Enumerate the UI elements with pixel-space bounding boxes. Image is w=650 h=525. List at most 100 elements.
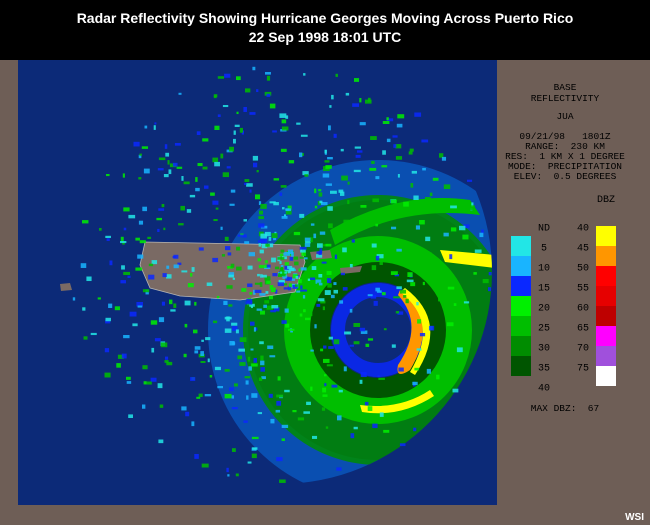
echo <box>275 266 280 270</box>
echo <box>283 252 291 256</box>
echo <box>164 360 169 363</box>
echo <box>316 303 321 307</box>
subtitle: 22 Sep 1998 18:01 UTC <box>249 29 402 45</box>
echo <box>335 73 338 77</box>
echo <box>262 274 267 278</box>
echo <box>181 406 187 411</box>
echo <box>180 205 185 211</box>
echo <box>233 130 236 135</box>
echo <box>226 285 233 289</box>
echo <box>373 300 378 306</box>
echo <box>105 319 111 324</box>
echo <box>224 236 229 241</box>
echo <box>376 254 384 259</box>
echo <box>236 111 239 115</box>
echo <box>279 261 282 265</box>
echo <box>269 355 276 358</box>
echo <box>141 146 149 149</box>
echo <box>289 256 294 261</box>
echo <box>142 365 148 370</box>
echo <box>248 366 252 371</box>
echo <box>220 153 224 159</box>
echo <box>390 199 397 204</box>
echo <box>411 170 417 174</box>
echo <box>247 461 252 464</box>
echo <box>360 330 368 334</box>
echo <box>267 345 274 350</box>
echo <box>256 170 259 173</box>
echo <box>281 438 285 442</box>
echo <box>338 389 343 393</box>
echo <box>246 298 253 304</box>
echo <box>177 262 182 266</box>
max-dbz: MAX DBZ: 67 <box>531 403 599 414</box>
echo <box>243 107 247 112</box>
echo <box>318 192 323 197</box>
echo <box>327 386 331 391</box>
echo <box>333 282 337 286</box>
echo <box>304 281 307 285</box>
echo <box>231 407 238 410</box>
echo <box>298 268 301 272</box>
echo <box>347 200 350 205</box>
echo <box>412 381 418 386</box>
echo <box>105 317 111 322</box>
echo <box>266 305 273 310</box>
legend-swatch <box>596 226 616 246</box>
echo <box>264 231 271 237</box>
echo <box>333 133 337 138</box>
echo <box>467 179 473 182</box>
echo <box>292 285 298 289</box>
echo <box>382 121 390 124</box>
echo <box>200 351 204 357</box>
echo <box>120 241 127 244</box>
echo <box>150 377 157 382</box>
echo <box>313 233 317 239</box>
echo <box>142 289 150 293</box>
echo <box>97 297 101 300</box>
echo <box>344 331 352 335</box>
echo <box>250 321 255 326</box>
echo <box>292 274 298 279</box>
echo <box>161 204 165 208</box>
echo <box>395 156 403 160</box>
echo <box>453 303 457 306</box>
station: JUA <box>556 111 573 122</box>
echo <box>299 152 303 158</box>
echo <box>266 93 271 97</box>
legend-swatch <box>511 296 531 316</box>
echo <box>304 237 311 242</box>
echo <box>325 183 332 186</box>
echo <box>212 257 219 263</box>
echo <box>281 256 287 260</box>
echo <box>173 303 177 308</box>
echo <box>259 282 263 287</box>
echo <box>285 323 290 328</box>
echo <box>244 241 250 244</box>
echo <box>306 312 313 317</box>
echo <box>137 305 143 308</box>
echo <box>474 249 482 253</box>
echo <box>184 300 191 306</box>
echo <box>268 237 272 241</box>
echo <box>282 207 285 210</box>
echo <box>425 236 431 242</box>
echo <box>318 189 322 192</box>
echo <box>181 176 184 181</box>
echo <box>268 393 273 398</box>
legend-swatch <box>596 326 616 346</box>
echo <box>236 266 242 271</box>
echo <box>416 348 422 351</box>
echo <box>228 272 235 277</box>
echo <box>345 92 350 96</box>
echo <box>312 435 318 439</box>
echo <box>260 355 264 361</box>
echo <box>469 205 475 211</box>
echo <box>259 293 266 296</box>
echo <box>109 260 113 266</box>
echo <box>342 287 348 291</box>
echo <box>304 257 308 260</box>
echo <box>399 443 406 447</box>
echo <box>165 152 170 157</box>
echo <box>269 201 276 204</box>
